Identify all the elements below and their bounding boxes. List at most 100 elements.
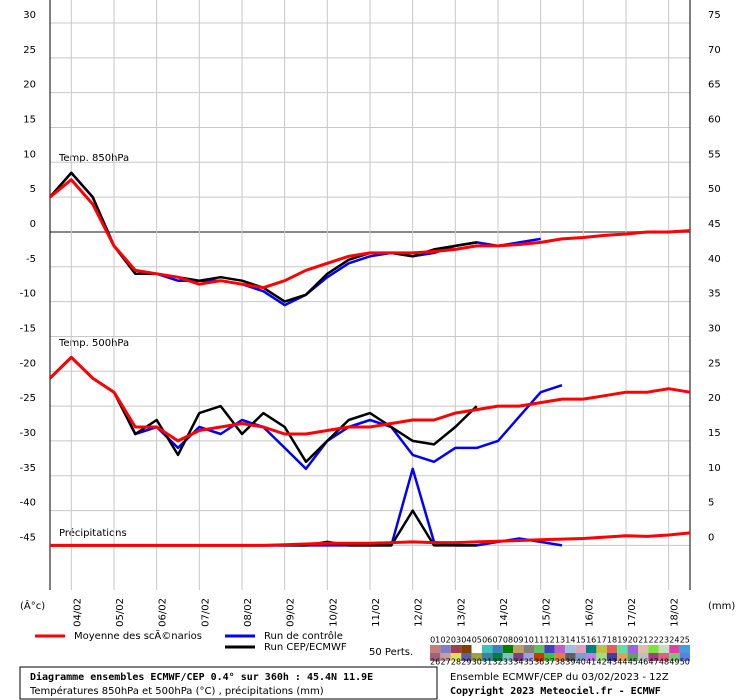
series-line [48,355,691,443]
y2-tick-label: 50 [708,184,721,195]
member-label: 30 [472,658,482,667]
member-label: 37 [545,658,555,667]
member-label: 17 [597,636,607,645]
y-tick-label: -5 [26,254,36,265]
member-label: 44 [617,658,627,667]
x-tick-label: 05/02 [115,598,126,627]
member-swatch [638,653,649,661]
member-label: 41 [586,658,596,667]
member-swatch [669,653,680,661]
x-tick-label: 13/02 [456,598,467,627]
member-label: 19 [617,636,627,645]
member-label: 28 [451,658,461,667]
y2-tick-label: 10 [708,463,721,474]
member-label: 24 [669,636,679,645]
member-swatch [606,645,618,653]
member-label: 42 [597,658,607,667]
y2-tick-label: 5 [708,498,714,509]
member-swatch [492,653,503,661]
member-swatch [627,653,638,661]
member-swatch [482,645,493,653]
t850-label: Temp. 850hPa [58,153,129,164]
member-label: 08 [503,636,513,645]
y-tick-label: 15 [23,114,36,125]
x-tick-label: 18/02 [670,598,681,627]
y2-tick-label: 30 [708,323,721,334]
member-label: 50 [680,658,690,667]
legend-label: Moyenne des scÃ©narios [74,629,202,642]
x-tick-label: 06/02 [158,598,169,627]
y2-tick-label: 20 [708,393,721,404]
member-label: 06 [482,636,492,645]
member-label: 47 [649,658,659,667]
member-swatch [471,645,482,653]
y-tick-label: -25 [20,393,36,404]
y-tick-label: -45 [20,532,36,543]
member-label: 43 [607,658,617,667]
x-tick-label: 17/02 [627,598,638,627]
x-tick-label: 10/02 [328,598,339,627]
y-tick-label: -20 [20,358,36,369]
member-label: 26 [430,658,440,667]
x-tick-label: 04/02 [72,598,83,627]
member-swatch [658,645,670,653]
member-swatch [523,653,534,661]
y-tick-label: 20 [23,80,36,91]
precip-label: Précipitations [59,527,127,539]
member-swatch [440,645,451,653]
member-label: 31 [482,658,492,667]
footer-subtitle: Températures 850hPa et 500hPa (°C) , pré… [29,685,324,697]
member-swatch [606,653,618,661]
member-swatch [513,653,524,661]
member-label: 48 [659,658,669,667]
member-label: 07 [493,636,503,645]
member-swatch [565,653,576,661]
member-label: 34 [513,658,523,667]
member-swatch [461,653,472,661]
member-swatch [430,653,441,661]
member-label: 33 [503,658,513,667]
y2-tick-label: 25 [708,358,721,369]
member-swatch [596,645,607,653]
member-label: 14 [565,636,575,645]
member-label: 29 [461,658,471,667]
member-label: 13 [555,636,565,645]
member-label: 32 [493,658,503,667]
member-label: 09 [513,636,523,645]
y2-tick-label: 55 [708,149,721,160]
member-label: 21 [638,636,648,645]
member-swatch [450,653,462,661]
member-label: 11 [534,636,544,645]
member-swatch [534,653,545,661]
member-label: 15 [576,636,586,645]
member-label: 02 [441,636,451,645]
x-tick-label: 12/02 [414,598,425,627]
series-line [49,178,691,290]
y-tick-label: -15 [20,323,36,334]
member-swatch [430,645,441,653]
member-swatch [544,645,555,653]
x-tick-label: 15/02 [542,598,553,627]
x-tick-label: 14/02 [499,598,510,627]
member-swatch [679,645,690,653]
member-label: 39 [565,658,575,667]
footer-copyright: Copyright 2023 Meteociel.fr - ECMWF [450,685,661,697]
member-swatch [586,653,597,661]
y2-tick-label: 40 [708,254,721,265]
x-tick-label: 08/02 [243,598,254,627]
x-tick-label: 11/02 [371,598,382,627]
member-swatch [502,645,514,653]
y-tick-label: -35 [20,463,36,474]
member-label: 01 [430,636,440,645]
x-tick-label: 07/02 [200,598,211,627]
member-label: 23 [659,636,669,645]
member-label: 36 [534,658,544,667]
member-swatch [565,645,576,653]
member-label: 22 [649,636,659,645]
member-label: 45 [628,658,638,667]
y-tick-label: -30 [20,428,36,439]
member-swatch [658,653,670,661]
member-swatch [502,653,514,661]
y2-tick-label: 70 [708,45,721,56]
